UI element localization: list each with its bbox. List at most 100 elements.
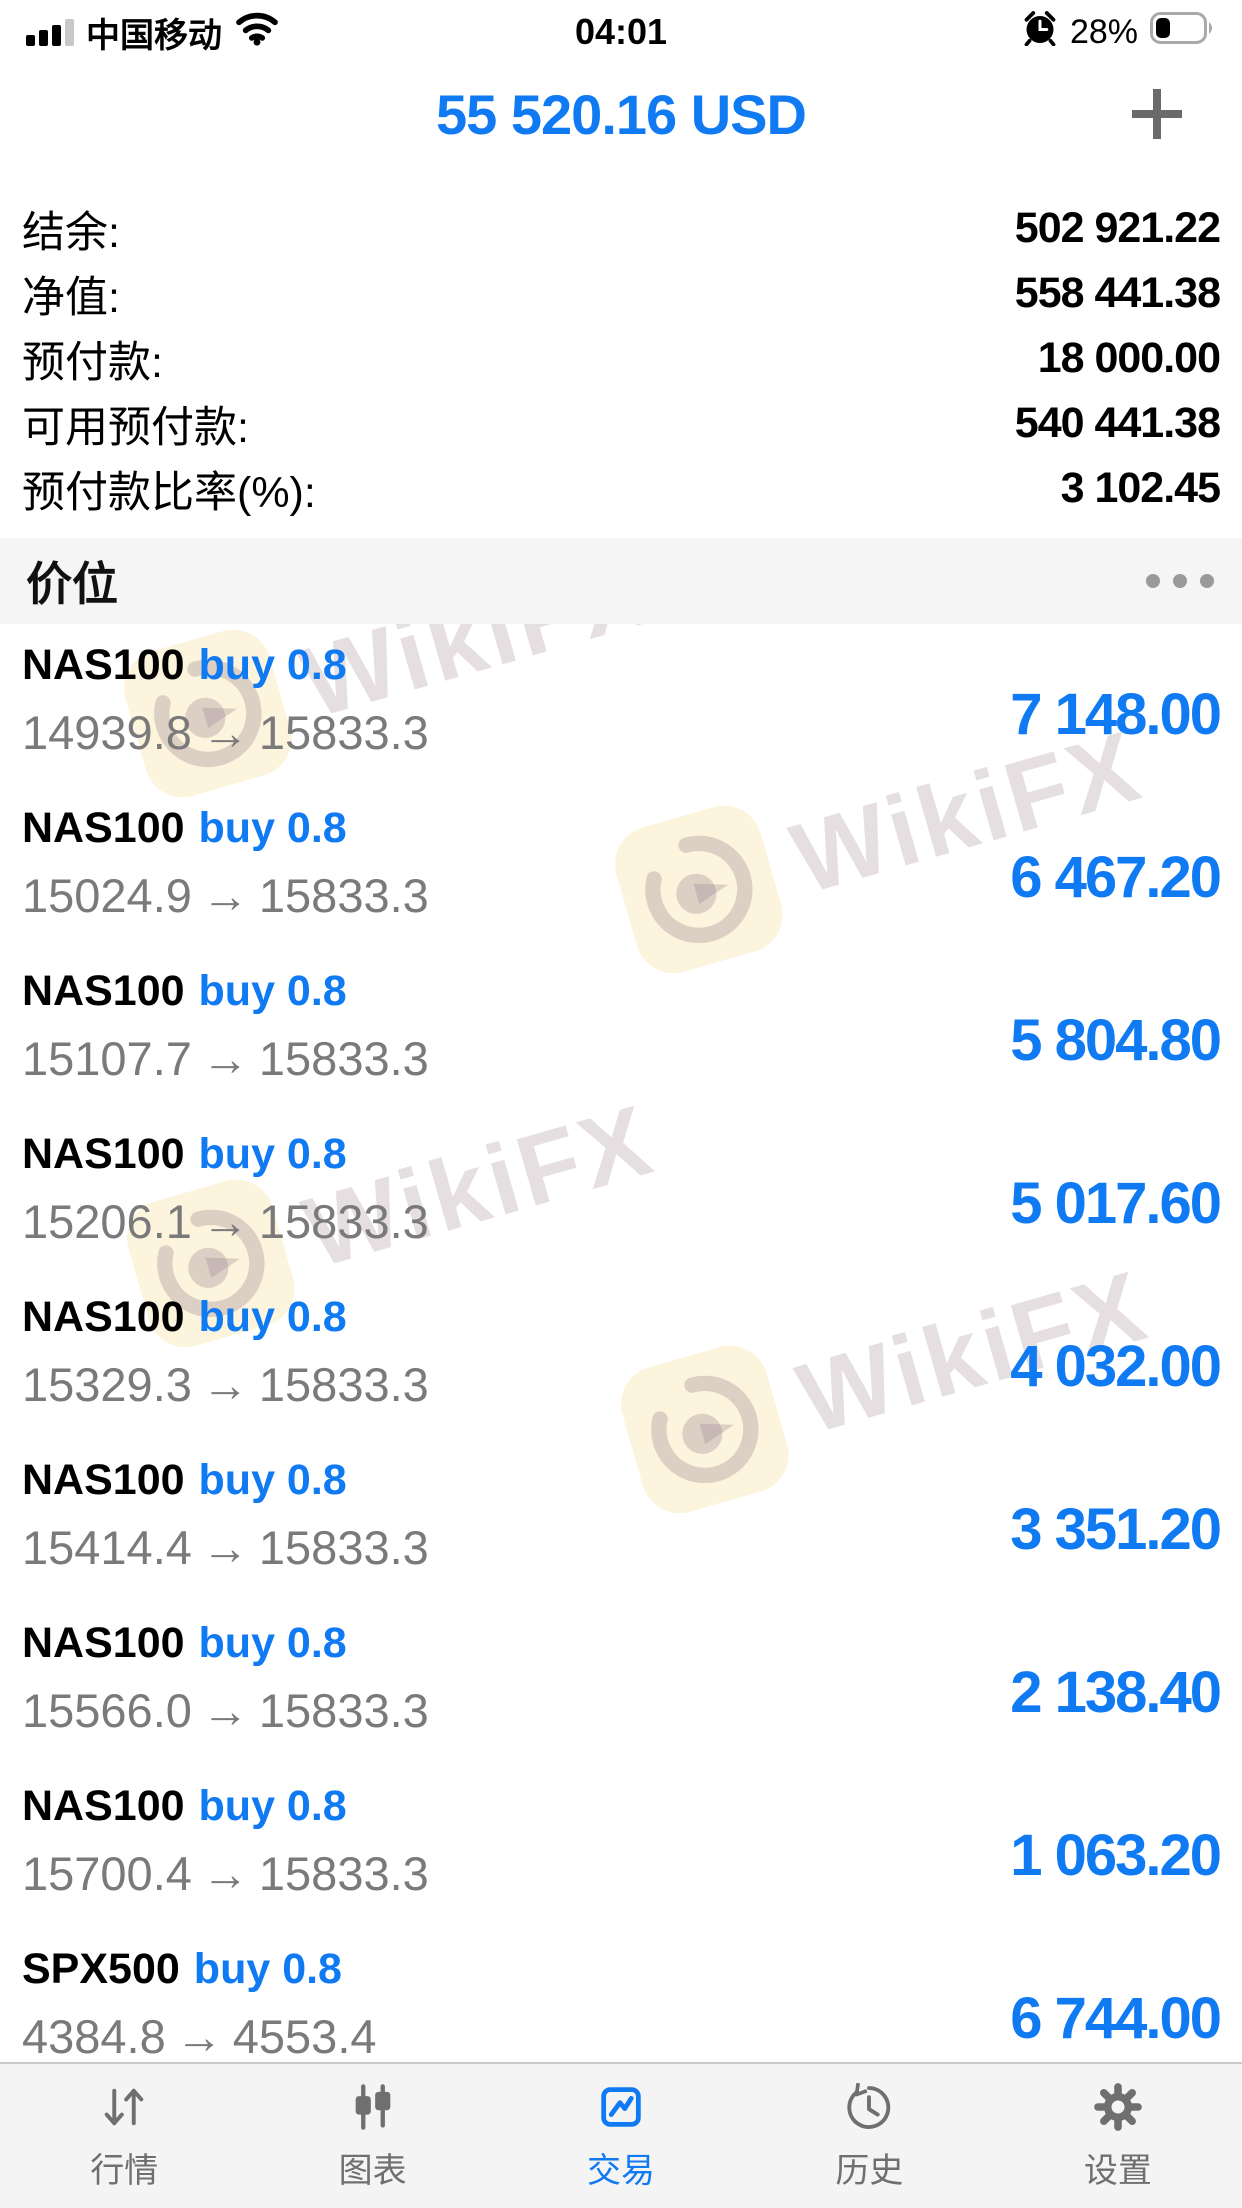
- battery-percent-label: 28%: [1069, 12, 1138, 51]
- position-row[interactable]: SPX500 buy 0.8 4384.8 → 4553.4 6 744.00: [0, 1928, 1242, 2091]
- tab-bar: 行情 图表 交易: [0, 2062, 1242, 2208]
- position-info: NAS100 buy 0.8 15107.7 → 15833.3: [22, 967, 429, 1113]
- open-price: 15329.3: [22, 1358, 192, 1411]
- summary-value: 3 102.45: [1060, 464, 1221, 512]
- carrier-label: 中国移动: [86, 16, 222, 55]
- tab-history[interactable]: 历史: [745, 2064, 993, 2208]
- tab-charts[interactable]: 图表: [248, 2064, 496, 2208]
- tab-charts-label: 图表: [338, 2151, 407, 2190]
- position-row[interactable]: NAS100 buy 0.8 15329.3 → 15833.3 4 032.00: [0, 1276, 1242, 1439]
- position-prices: 15414.4 → 15833.3: [22, 1520, 429, 1575]
- position-symbol: NAS100: [22, 967, 185, 1015]
- tab-history-label: 历史: [835, 2151, 904, 2190]
- position-row[interactable]: NAS100 buy 0.8 15700.4 → 15833.3 1 063.20: [0, 1765, 1242, 1928]
- position-side-volume: buy 0.8: [198, 1456, 347, 1504]
- arrow-right-icon: →: [201, 706, 249, 759]
- tab-settings-label: 设置: [1083, 2151, 1152, 2190]
- position-info: NAS100 buy 0.8 15414.4 → 15833.3: [22, 1456, 429, 1602]
- position-row[interactable]: NAS100 buy 0.8 15107.7 → 15833.3 5 804.80: [0, 950, 1242, 1113]
- position-prices: 4384.8 → 4553.4: [22, 2009, 377, 2064]
- current-price: 15833.3: [258, 1847, 429, 1900]
- position-profit: 2 138.40: [1010, 1659, 1222, 1725]
- arrow-right-icon: →: [201, 1847, 249, 1900]
- open-price: 15414.4: [22, 1521, 192, 1574]
- position-symbol: NAS100: [22, 1293, 185, 1341]
- position-symbol: NAS100: [22, 1130, 185, 1178]
- position-profit: 7 148.00: [1010, 681, 1222, 747]
- position-side-volume: buy 0.8: [198, 1619, 347, 1667]
- position-prices: 15024.9 → 15833.3: [22, 868, 429, 923]
- add-account-button[interactable]: [1124, 81, 1190, 147]
- more-options-button[interactable]: [1144, 564, 1216, 598]
- position-symbol: NAS100: [22, 1782, 185, 1830]
- position-row[interactable]: NAS100 buy 0.8 14939.8 → 15833.3 7 148.00: [0, 624, 1242, 787]
- position-prices: 15206.1 → 15833.3: [22, 1194, 429, 1249]
- arrow-right-icon: →: [201, 869, 249, 922]
- history-clock-icon: [847, 2082, 891, 2129]
- positions-list: NAS100 buy 0.8 14939.8 → 15833.3 7 148.00 N…: [0, 624, 1242, 2091]
- open-price: 15700.4: [22, 1847, 192, 1900]
- position-profit: 4 032.00: [1010, 1333, 1222, 1399]
- summary-label: 净值:: [22, 273, 120, 322]
- current-price: 15833.3: [258, 1521, 429, 1574]
- open-price: 15024.9: [22, 869, 192, 922]
- position-info: NAS100 buy 0.8 15024.9 → 15833.3: [22, 804, 429, 950]
- position-row[interactable]: NAS100 buy 0.8 15024.9 → 15833.3 6 467.20: [0, 787, 1242, 950]
- tab-quotes[interactable]: 行情: [0, 2064, 248, 2208]
- clock-time: 04:01: [574, 11, 668, 52]
- position-profit: 3 351.20: [1010, 1496, 1222, 1562]
- cellular-signal-icon: [26, 18, 74, 46]
- arrow-right-icon: →: [201, 1195, 249, 1248]
- plus-icon: [1132, 89, 1182, 139]
- arrow-right-icon: →: [201, 1032, 249, 1085]
- position-prices: 15566.0 → 15833.3: [22, 1683, 429, 1738]
- tab-settings[interactable]: 设置: [994, 2064, 1242, 2208]
- open-price: 15566.0: [22, 1684, 192, 1737]
- position-side-volume: buy 0.8: [193, 1945, 342, 1993]
- summary-row: 可用预付款: 540 441.38: [22, 391, 1221, 456]
- arrow-right-icon: →: [201, 1684, 249, 1737]
- tab-trade-label: 交易: [587, 2151, 656, 2190]
- summary-value: 502 921.22: [1014, 204, 1221, 252]
- position-profit: 5 017.60: [1010, 1170, 1222, 1236]
- current-price: 15833.3: [258, 1358, 429, 1411]
- position-prices: 15107.7 → 15833.3: [22, 1031, 429, 1086]
- arrows-up-down-icon: [104, 2088, 144, 2125]
- alarm-icon: [1022, 10, 1058, 55]
- status-left: 中国移动: [26, 8, 280, 57]
- position-side-volume: buy 0.8: [198, 1293, 347, 1341]
- position-info: NAS100 buy 0.8 14939.8 → 15833.3: [22, 641, 429, 787]
- battery-icon: [1150, 11, 1216, 53]
- position-prices: 15329.3 → 15833.3: [22, 1357, 429, 1412]
- position-symbol: SPX500: [22, 1945, 180, 1993]
- position-profit: 6 467.20: [1010, 844, 1222, 910]
- summary-label: 可用预付款:: [22, 403, 249, 452]
- tab-trade[interactable]: 交易: [497, 2064, 745, 2208]
- position-row[interactable]: NAS100 buy 0.8 15566.0 → 15833.3 2 138.40: [0, 1602, 1242, 1765]
- account-header: 55 520.16 USD: [0, 58, 1242, 170]
- tab-quotes-label: 行情: [90, 2151, 159, 2190]
- position-symbol: NAS100: [22, 1456, 185, 1504]
- summary-label: 预付款比率(%):: [22, 468, 316, 517]
- position-symbol: NAS100: [22, 804, 185, 852]
- wifi-icon: [234, 10, 280, 55]
- summary-row: 净值: 558 441.38: [22, 261, 1221, 326]
- current-price: 15833.3: [258, 1684, 429, 1737]
- position-profit: 6 744.00: [1010, 1985, 1222, 2051]
- current-price: 15833.3: [258, 1032, 429, 1085]
- summary-row: 预付款: 18 000.00: [22, 326, 1221, 391]
- open-price: 15206.1: [22, 1195, 192, 1248]
- current-price: 15833.3: [258, 706, 429, 759]
- position-profit: 1 063.20: [1010, 1822, 1222, 1888]
- arrow-right-icon: →: [175, 2010, 223, 2063]
- candlestick-chart-icon: [355, 2083, 390, 2130]
- status-right: 28%: [1022, 10, 1216, 55]
- summary-value: 18 000.00: [1037, 334, 1221, 382]
- arrow-right-icon: →: [201, 1521, 249, 1574]
- position-row[interactable]: NAS100 buy 0.8 15206.1 → 15833.3 5 017.60: [0, 1113, 1242, 1276]
- position-profit: 5 804.80: [1010, 1007, 1222, 1073]
- summary-value: 540 441.38: [1014, 399, 1221, 447]
- position-row[interactable]: NAS100 buy 0.8 15414.4 → 15833.3 3 351.20: [0, 1439, 1242, 1602]
- position-symbol: NAS100: [22, 641, 185, 689]
- status-bar: 中国移动 04:01: [0, 0, 1242, 58]
